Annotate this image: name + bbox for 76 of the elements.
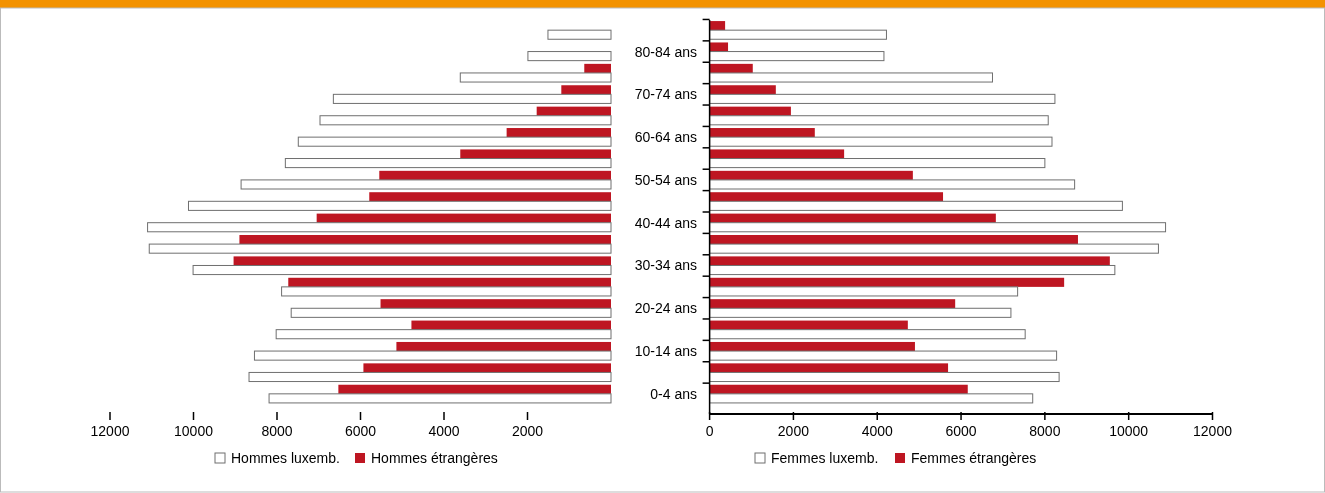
bar bbox=[709, 329, 1026, 340]
bar bbox=[319, 115, 612, 126]
bar bbox=[281, 286, 612, 297]
bar bbox=[709, 85, 776, 95]
bar bbox=[709, 115, 1049, 126]
legend-label: Hommes étrangères bbox=[371, 450, 498, 466]
bar bbox=[380, 299, 611, 309]
bar bbox=[297, 136, 612, 147]
bar bbox=[709, 286, 1019, 297]
bar bbox=[709, 200, 1123, 211]
bar bbox=[709, 179, 1076, 190]
bar bbox=[709, 299, 956, 309]
bar bbox=[248, 371, 612, 383]
bar bbox=[709, 222, 1167, 233]
y-tick-label: 50-54 ans bbox=[634, 171, 697, 188]
x-tick-label: 4000 bbox=[428, 423, 460, 439]
bar bbox=[147, 222, 612, 233]
y-tick-label: 80-84 ans bbox=[634, 43, 697, 60]
bar bbox=[460, 149, 611, 159]
bar bbox=[561, 85, 611, 95]
y-tick-label: 20-24 ans bbox=[634, 300, 697, 317]
y-tick-label: 60-64 ans bbox=[634, 129, 697, 146]
bar bbox=[709, 149, 845, 159]
bar bbox=[253, 350, 612, 361]
bar bbox=[547, 29, 612, 40]
bar bbox=[709, 72, 993, 83]
x-tick-label: 8000 bbox=[1029, 423, 1061, 439]
y-tick-label: 30-34 ans bbox=[634, 257, 697, 274]
bar bbox=[284, 158, 612, 169]
bar bbox=[527, 51, 612, 62]
y-tick-label: 40-44 ans bbox=[634, 214, 697, 231]
bar bbox=[709, 93, 1056, 104]
bar bbox=[240, 179, 612, 190]
bar bbox=[709, 192, 944, 202]
legend-label: Femmes étrangères bbox=[911, 450, 1037, 466]
bar bbox=[192, 264, 612, 276]
x-tick-label: 6000 bbox=[344, 423, 377, 439]
bar bbox=[363, 363, 611, 373]
x-tick-label: 12000 bbox=[1193, 423, 1233, 439]
x-tick-label: 2000 bbox=[511, 423, 544, 439]
bar bbox=[369, 192, 611, 202]
bar bbox=[709, 136, 1053, 147]
bar bbox=[709, 350, 1058, 361]
bar bbox=[290, 307, 612, 318]
x-tick-label: 10000 bbox=[1109, 423, 1149, 439]
bar bbox=[709, 371, 1060, 383]
bar bbox=[332, 93, 612, 104]
bar bbox=[709, 21, 726, 31]
x-tick-label: 8000 bbox=[261, 423, 293, 439]
bar bbox=[709, 243, 1159, 254]
bar bbox=[709, 307, 1012, 318]
bar bbox=[233, 256, 611, 266]
y-tick-label: 10-14 ans bbox=[634, 343, 697, 360]
bar bbox=[709, 42, 729, 52]
x-tick-label: 0 bbox=[705, 423, 714, 439]
x-tick-label: 6000 bbox=[945, 423, 977, 439]
legend-label: Femmes luxemb. bbox=[771, 450, 879, 466]
bar bbox=[709, 29, 887, 40]
bar bbox=[148, 243, 612, 254]
bar bbox=[275, 329, 612, 340]
bar bbox=[268, 393, 612, 404]
bar bbox=[709, 158, 1046, 169]
x-tick-label: 2000 bbox=[777, 423, 810, 439]
bar bbox=[709, 256, 1110, 266]
bar bbox=[709, 393, 1034, 404]
bar bbox=[459, 72, 612, 83]
bar bbox=[709, 264, 1116, 276]
y-tick-label: 0-4 ans bbox=[650, 385, 697, 402]
x-tick-label: 12000 bbox=[90, 423, 130, 439]
bar bbox=[709, 51, 885, 62]
x-tick-label: 4000 bbox=[861, 423, 894, 439]
bar bbox=[187, 200, 612, 211]
bar bbox=[709, 363, 949, 373]
x-tick-label: 10000 bbox=[174, 423, 214, 439]
legend-label: Hommes luxemb. bbox=[231, 450, 340, 466]
y-tick-label: 70-74 ans bbox=[634, 86, 697, 103]
